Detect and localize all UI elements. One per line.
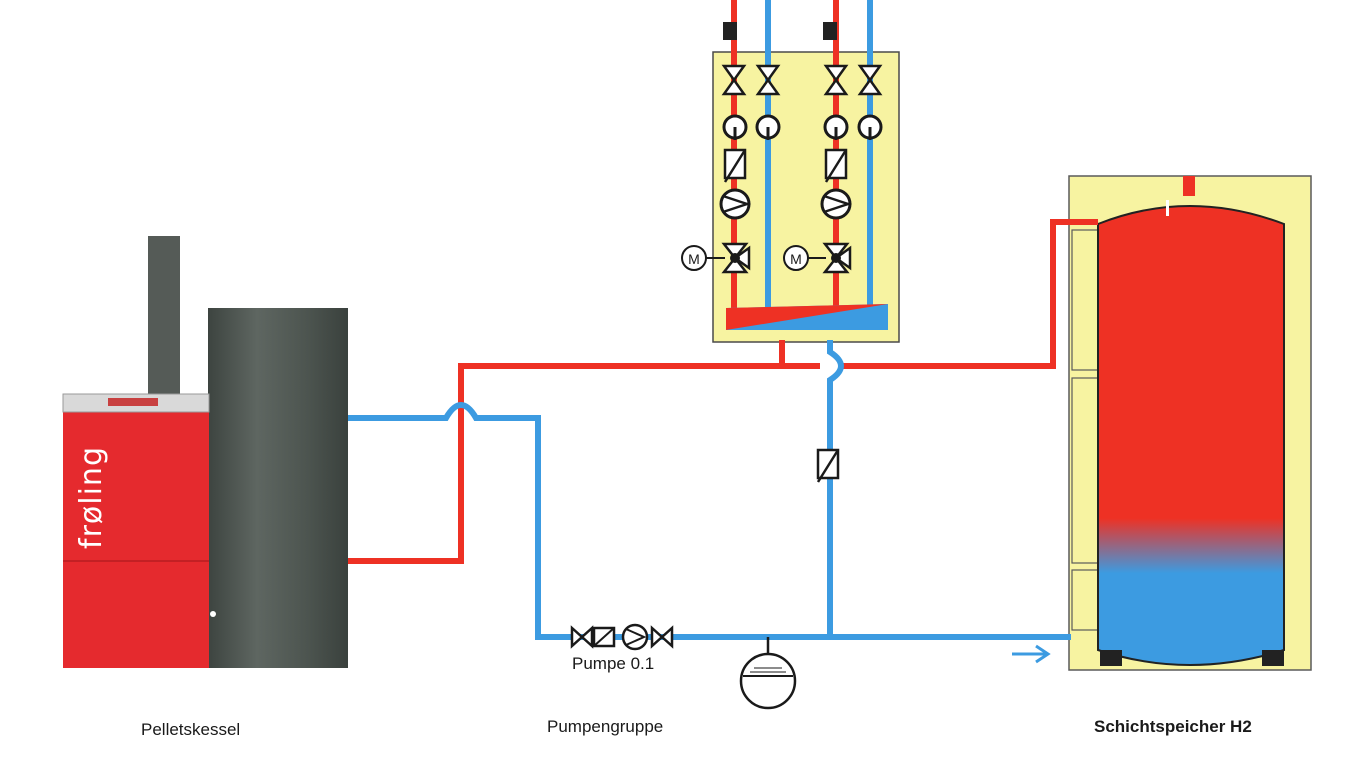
check-valve-diagonals (723, 149, 848, 483)
thermometer-needles (733, 127, 872, 140)
storage-foot-right (1262, 650, 1284, 666)
mixing-valves (721, 242, 852, 274)
distributor-bar-hot (726, 304, 888, 330)
boiler-chimney (148, 236, 180, 396)
expansion-vessel (739, 652, 797, 710)
circuit2-temp-sensor (823, 22, 837, 40)
boiler-display (108, 398, 158, 406)
cold-pipes (348, 0, 1071, 640)
boiler-brand-logo: frøling (73, 446, 109, 549)
storage-tank (1097, 205, 1285, 666)
shutoff-valves (721, 64, 883, 96)
mixing-valve-cores (730, 253, 841, 263)
storage-top-nozzle (1183, 176, 1195, 196)
expansion-vessel-hatch (750, 667, 786, 673)
boiler-label: Pelletskessel (141, 720, 241, 739)
storage-foot-left (1100, 650, 1122, 666)
boiler-body (63, 410, 209, 668)
storage-sensor (1166, 200, 1169, 216)
strainer-diagonal (593, 627, 615, 647)
pump-group-label: Pumpengruppe (547, 717, 664, 736)
motor-actuators (681, 245, 809, 271)
boiler-casing (208, 308, 348, 668)
motor-label-1: M (688, 251, 700, 267)
pump-group-valve-left (570, 625, 594, 649)
motor-label-2: M (790, 251, 802, 267)
circuit-pump-arrows (722, 194, 852, 214)
circuit1-temp-sensor (723, 22, 737, 40)
pump-label: Pumpe 0.1 (572, 654, 655, 673)
pump-group-valve-right (650, 625, 674, 649)
pump-arrow (625, 628, 647, 646)
boiler-knob (210, 611, 216, 617)
flow-arrow-icon (1012, 644, 1051, 664)
storage-label: Schichtspeicher H2 (1094, 717, 1252, 736)
pump-group-symbols (570, 623, 674, 651)
